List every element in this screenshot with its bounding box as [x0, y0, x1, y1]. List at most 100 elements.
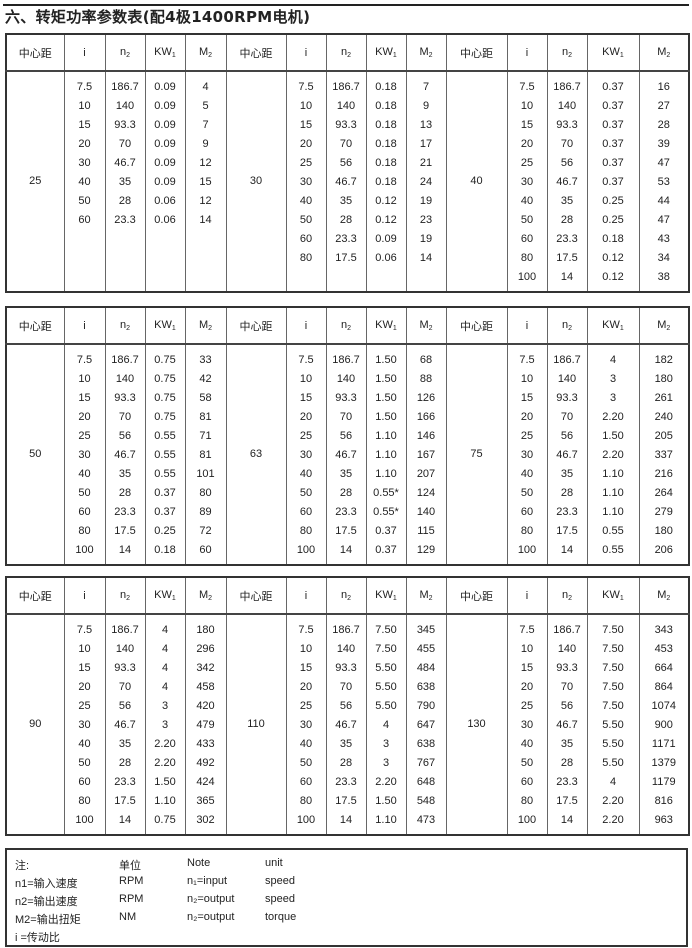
note-row: i =传动比	[7, 929, 686, 947]
ratio-cell: 10	[506, 640, 547, 659]
ratio-cell: 50	[63, 192, 105, 211]
header-center-distance: 中心距	[445, 577, 507, 615]
output-speed-cell: 35	[104, 465, 145, 484]
power-cell: 1.10	[586, 503, 639, 522]
ratio-cell: 10	[285, 640, 326, 659]
header-center-distance: 中心距	[445, 307, 507, 345]
power-cell: 4	[144, 640, 185, 659]
note-text: RPM	[119, 893, 144, 905]
note-text: n₂=output	[187, 911, 235, 923]
header-torque: M2	[184, 307, 226, 345]
power-cell: 0.18	[365, 135, 406, 154]
note-text: NM	[119, 911, 137, 923]
ratio-cell: 10	[285, 370, 326, 389]
header-center-distance: 中心距	[5, 307, 64, 345]
torque-cell: 14	[184, 211, 226, 230]
ratio-cell: 50	[506, 484, 547, 503]
ratio-cell: 20	[285, 408, 326, 427]
ratio-cell: 80	[506, 522, 547, 541]
empty-cell	[144, 249, 185, 268]
table-row: 50 28 0.06 12 40 35 0.12 19 40 35 0.25 44	[6, 192, 689, 211]
torque-cell: 302	[184, 811, 226, 835]
torque-cell: 343	[638, 614, 689, 640]
header-ratio: i	[506, 577, 547, 615]
header-output-speed: n2	[546, 34, 587, 72]
ratio-cell: 20	[506, 408, 547, 427]
torque-cell: 15	[184, 173, 226, 192]
note-row: n2=输出速度 RPM n₂=output speed	[7, 893, 686, 911]
output-speed-cell: 56	[325, 697, 366, 716]
ratio-cell: 100	[63, 811, 105, 835]
power-cell: 0.75	[144, 389, 185, 408]
power-cell: 0.12	[586, 249, 639, 268]
power-cell: 2.20	[586, 811, 639, 835]
torque-cell: 261	[638, 389, 689, 408]
output-speed-cell: 28	[546, 211, 587, 230]
output-speed-cell: 186.7	[104, 614, 145, 640]
header-output-speed: n2	[104, 34, 145, 72]
ratio-cell: 7.5	[506, 71, 547, 97]
power-cell: 0.37	[586, 71, 639, 97]
power-cell: 0.55	[144, 465, 185, 484]
torque-cell: 140	[405, 503, 446, 522]
output-speed-cell: 23.3	[104, 503, 145, 522]
torque-cell: 72	[184, 522, 226, 541]
power-cell: 3	[144, 697, 185, 716]
output-speed-cell: 23.3	[104, 773, 145, 792]
center-distance-cell: 25	[5, 71, 64, 292]
output-speed-cell: 56	[104, 427, 145, 446]
output-speed-cell: 28	[325, 484, 366, 503]
table-row: 80 17.5 1.10 365 80 17.5 1.50 548 80 17.5 2.20 816	[6, 792, 689, 811]
torque-cell: 19	[405, 192, 446, 211]
torque-cell: 345	[405, 614, 446, 640]
ratio-cell: 80	[63, 522, 105, 541]
output-speed-cell: 35	[546, 735, 587, 754]
power-cell: 5.50	[365, 697, 406, 716]
header-ratio: i	[506, 307, 547, 345]
torque-cell: 44	[638, 192, 689, 211]
torque-cell: 647	[405, 716, 446, 735]
empty-cell	[184, 249, 226, 268]
header-torque: M2	[638, 307, 689, 345]
power-cell: 0.09	[144, 116, 185, 135]
output-speed-cell: 14	[104, 811, 145, 835]
ratio-cell: 50	[285, 484, 326, 503]
ratio-cell: 60	[506, 503, 547, 522]
table-row: 90 7.5 186.7 4 180 110 7.5 186.7 7.50 345 130 7.5 18…	[5, 614, 689, 835]
ratio-cell: 40	[506, 192, 547, 211]
ratio-cell: 20	[285, 678, 326, 697]
power-cell: 0.37	[586, 135, 639, 154]
output-speed-cell: 23.3	[546, 230, 587, 249]
power-cell: 0.37	[586, 154, 639, 173]
torque-cell: 33	[184, 344, 226, 370]
output-speed-cell: 23.3	[546, 773, 587, 792]
power-cell: 1.10	[365, 446, 406, 465]
torque-cell: 864	[638, 678, 689, 697]
ratio-cell: 50	[506, 754, 547, 773]
ratio-cell: 50	[285, 211, 326, 230]
power-cell: 7.50	[586, 678, 639, 697]
ratio-cell: 40	[285, 192, 326, 211]
output-speed-cell: 56	[104, 697, 145, 716]
header-power: KW1	[586, 34, 639, 72]
note-text: 单位	[119, 860, 141, 872]
output-speed-cell: 14	[546, 541, 587, 565]
output-speed-cell: 28	[546, 484, 587, 503]
torque-cell: 80	[184, 484, 226, 503]
header-torque: M2	[638, 577, 689, 615]
output-speed-cell: 17.5	[546, 249, 587, 268]
note-text: n2=输出速度	[15, 896, 78, 908]
power-cell: 0.12	[365, 211, 406, 230]
ratio-cell: 60	[506, 773, 547, 792]
torque-cell: 166	[405, 408, 446, 427]
output-speed-cell: 35	[325, 465, 366, 484]
output-speed-cell: 140	[546, 97, 587, 116]
power-cell: 7.50	[586, 659, 639, 678]
ratio-cell: 15	[506, 389, 547, 408]
table-row: 20 70 0.09 9 20 70 0.18 17 20 70 0.37 39	[6, 135, 689, 154]
power-cell: 1.10	[365, 811, 406, 835]
center-distance-cell: 63	[225, 344, 286, 565]
power-cell: 5.50	[586, 754, 639, 773]
table-row: 100 14 0.18 60 100 14 0.37 129 100 14 0.55 206	[6, 541, 689, 565]
power-cell: 0.18	[365, 154, 406, 173]
